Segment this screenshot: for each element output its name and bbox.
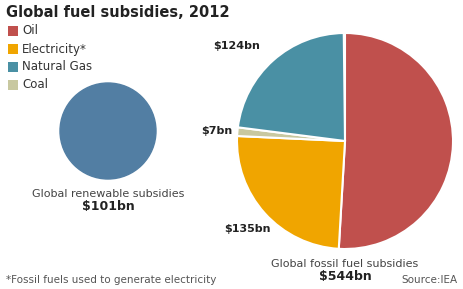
Wedge shape <box>237 127 344 141</box>
Text: Global fuel subsidies, 2012: Global fuel subsidies, 2012 <box>6 5 229 20</box>
Wedge shape <box>238 33 344 141</box>
Text: Global fossil fuel subsidies: Global fossil fuel subsidies <box>271 259 418 269</box>
Text: $7bn: $7bn <box>200 126 232 136</box>
Text: $544bn: $544bn <box>318 270 370 283</box>
Bar <box>8 44 18 54</box>
Circle shape <box>60 83 156 179</box>
Text: Global renewable subsidies: Global renewable subsidies <box>32 189 184 199</box>
Bar <box>8 62 18 72</box>
Wedge shape <box>338 33 452 249</box>
Bar <box>8 26 18 36</box>
Text: $101bn: $101bn <box>81 200 134 213</box>
Text: $135bn: $135bn <box>223 224 270 234</box>
Text: Natural Gas: Natural Gas <box>22 60 92 73</box>
Text: Coal: Coal <box>22 79 48 92</box>
Text: Source:IEA: Source:IEA <box>401 275 457 285</box>
Text: Oil: Oil <box>22 25 38 38</box>
Text: *Fossil fuels used to generate electricity: *Fossil fuels used to generate electrici… <box>6 275 216 285</box>
Bar <box>8 80 18 90</box>
Wedge shape <box>237 136 344 249</box>
Text: Electricity*: Electricity* <box>22 42 87 55</box>
Text: $124bn: $124bn <box>213 41 260 51</box>
